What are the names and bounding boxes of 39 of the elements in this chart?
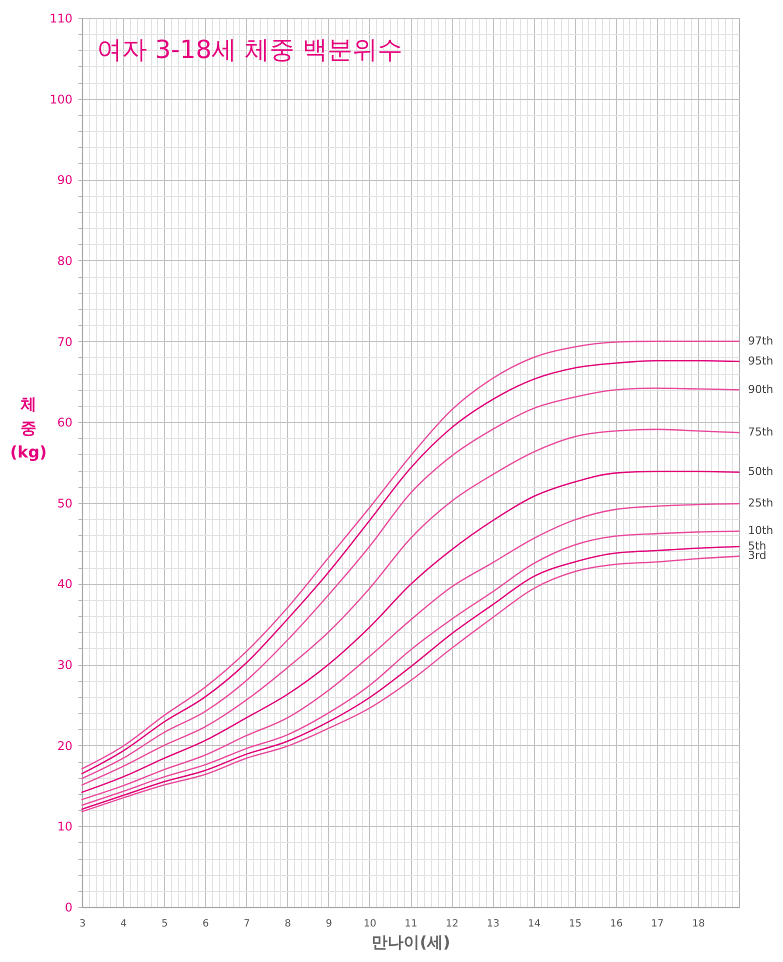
series-label: 95th [748,354,774,368]
series-label: 10th [748,524,774,538]
series-label: 90th [748,382,774,396]
series-label: 75th [748,426,774,439]
y-tick-label: 100 [50,92,72,106]
y-tick-label: 10 [57,820,72,834]
text: 여자 3-18세 체중 백분위수 [97,35,403,64]
y-tick-label: 20 [57,738,72,753]
series-label: 3rd [748,549,766,562]
y-axis-title: 체 중 (kg) [10,394,47,462]
x-tick-label: 12 [446,918,458,930]
y-tick-label: 50 [57,496,72,510]
x-tick-label: 17 [651,918,664,930]
y-tick-label: 30 [57,658,72,672]
y-tick-label: 40 [57,577,72,592]
series-label: 25th [748,496,774,510]
x-tick-label: 18 [692,918,705,930]
x-tick-label: 5 [161,918,168,930]
x-tick-label: 8 [284,918,291,930]
x-tick-label: 4 [120,918,127,930]
x-tick-label: 10 [364,918,376,930]
x-tick-label: 13 [486,918,500,930]
x-tick-label: 7 [244,918,250,930]
y-tick-label: 0 [64,900,72,914]
x-tick-label: 16 [610,918,623,930]
y-tick-label: 70 [57,334,72,349]
x-tick-label: 15 [568,918,582,930]
y-tick-label: 60 [57,416,72,430]
x-tick-label: 9 [326,918,332,930]
series-label: 97th [748,334,774,348]
y-tick-label: 90 [57,173,72,188]
x-tick-label: 6 [202,918,209,930]
x-axis-title: 만나이(세) [372,932,450,952]
x-tick-label: 14 [528,918,541,930]
x-tick-label: 11 [404,918,418,930]
y-tick-label: 80 [57,254,72,268]
series-label: 50th [748,465,774,478]
y-tick-label: 110 [50,12,72,26]
x-tick-label: 3 [79,918,86,930]
